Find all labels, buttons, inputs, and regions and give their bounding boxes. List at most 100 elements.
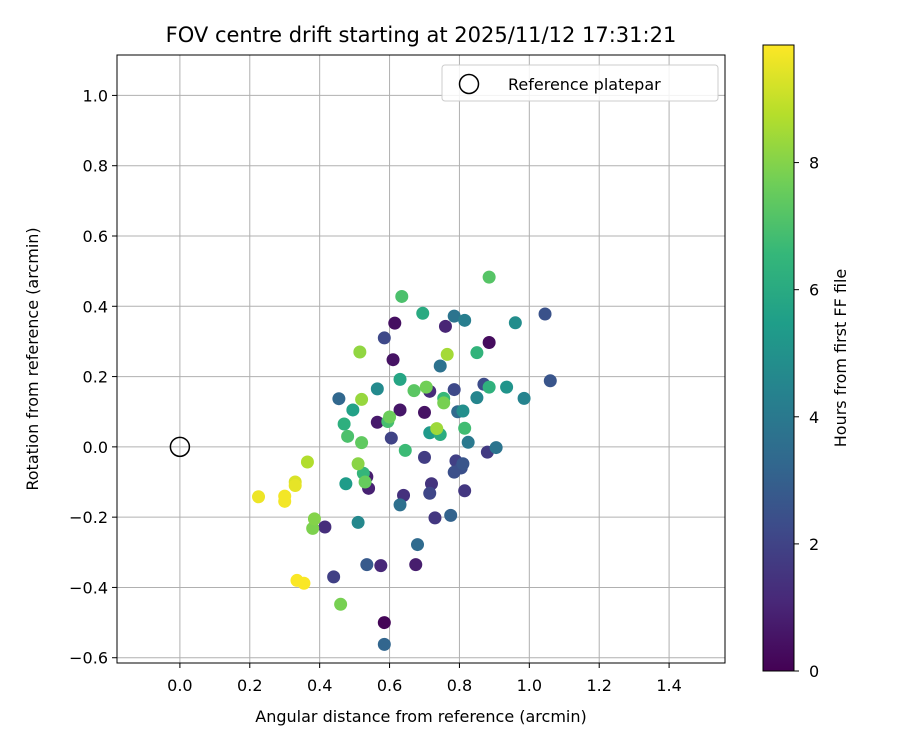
- y-tick-label: 0.0: [83, 438, 108, 457]
- data-point: [386, 353, 400, 367]
- y-tick-label: −0.6: [69, 649, 108, 668]
- y-tick-label: 0.8: [83, 157, 108, 176]
- data-point: [360, 558, 374, 572]
- data-point: [337, 417, 351, 431]
- y-tick-label: −0.2: [69, 508, 108, 527]
- data-point: [384, 431, 398, 445]
- data-point: [370, 415, 384, 429]
- data-point: [300, 455, 314, 469]
- data-point: [482, 335, 496, 349]
- data-point: [440, 347, 454, 361]
- data-point: [543, 374, 557, 388]
- data-point: [358, 475, 372, 489]
- data-point: [538, 307, 552, 321]
- data-point: [458, 421, 472, 435]
- data-point: [444, 508, 458, 522]
- data-point: [482, 270, 496, 284]
- data-point: [339, 477, 353, 491]
- legend: Reference platepar: [441, 64, 719, 102]
- plot-frame: [116, 54, 726, 664]
- data-point: [341, 429, 355, 443]
- data-point: [393, 403, 407, 417]
- data-point: [458, 313, 472, 327]
- x-tick-label: 1.2: [586, 676, 611, 695]
- data-point: [355, 436, 369, 450]
- data-point: [428, 511, 442, 525]
- data-point: [370, 382, 384, 396]
- colorbar: [762, 44, 795, 672]
- data-point: [377, 331, 391, 345]
- data-point: [437, 396, 451, 410]
- data-point: [489, 441, 503, 455]
- x-tick-label: 0.4: [307, 676, 332, 695]
- y-tick-label: 0.4: [83, 297, 108, 316]
- data-point: [307, 512, 321, 526]
- data-points: [252, 270, 557, 651]
- data-point: [456, 457, 470, 471]
- data-point: [252, 490, 266, 504]
- colorbar-tick-label: 0: [809, 662, 819, 681]
- data-point: [355, 392, 369, 406]
- data-point: [407, 384, 421, 398]
- x-tick-label: 1.4: [656, 676, 681, 695]
- x-axis-ticks: 0.0 0.2 0.4 0.6 0.8 1.0 1.2 1.4: [167, 663, 682, 695]
- x-tick-label: 0.2: [237, 676, 262, 695]
- data-point: [500, 380, 514, 394]
- data-point: [423, 486, 437, 500]
- reference-platepar-marker: [169, 436, 191, 458]
- data-point: [332, 392, 346, 406]
- data-point: [288, 479, 302, 493]
- x-tick-label: 0.6: [377, 676, 402, 695]
- data-point: [419, 380, 433, 394]
- data-point: [297, 576, 311, 590]
- data-point: [383, 410, 397, 424]
- data-point: [482, 380, 496, 394]
- data-point: [517, 391, 531, 405]
- data-point: [438, 319, 452, 333]
- data-point: [353, 345, 367, 359]
- colorbar-label: Hours from first FF file: [831, 269, 850, 448]
- data-point: [508, 316, 522, 330]
- data-point: [447, 383, 461, 397]
- y-axis-ticks: −0.6 −0.4 −0.2 0.0 0.2 0.4 0.6 0.8 1.0: [69, 86, 117, 668]
- y-tick-label: 1.0: [83, 86, 108, 105]
- y-tick-label: 0.6: [83, 227, 108, 246]
- data-point: [395, 289, 409, 303]
- data-point: [470, 346, 484, 360]
- data-point: [327, 570, 341, 584]
- data-point: [374, 559, 388, 573]
- colorbar-tick-label: 4: [809, 408, 819, 427]
- grid-lines: [117, 55, 725, 663]
- data-point: [393, 498, 407, 512]
- data-point: [430, 422, 444, 436]
- data-point: [433, 359, 447, 373]
- data-point: [417, 405, 431, 419]
- data-point: [470, 391, 484, 405]
- data-point: [458, 484, 472, 498]
- data-point: [318, 520, 332, 534]
- data-point: [417, 450, 431, 464]
- data-point: [334, 597, 348, 611]
- data-point: [456, 404, 470, 418]
- legend-box: [441, 64, 719, 102]
- x-tick-label: 1.0: [517, 676, 542, 695]
- data-point: [411, 538, 425, 552]
- data-point: [447, 465, 461, 479]
- data-point: [377, 637, 391, 651]
- colorbar-tick-label: 8: [809, 154, 819, 173]
- data-point: [351, 515, 365, 529]
- x-tick-label: 0.8: [447, 676, 472, 695]
- data-point: [416, 306, 430, 320]
- y-tick-label: 0.2: [83, 368, 108, 387]
- data-point: [351, 457, 365, 471]
- y-axis-label: Rotation from reference (arcmin): [23, 227, 42, 490]
- data-point: [377, 616, 391, 630]
- chart-title: FOV centre drift starting at 2025/11/12 …: [166, 23, 677, 47]
- y-tick-label: −0.4: [69, 578, 108, 597]
- data-point: [447, 309, 461, 323]
- x-tick-label: 0.0: [167, 676, 192, 695]
- data-point: [393, 372, 407, 386]
- colorbar-tick-label: 2: [809, 535, 819, 554]
- data-point: [461, 435, 475, 449]
